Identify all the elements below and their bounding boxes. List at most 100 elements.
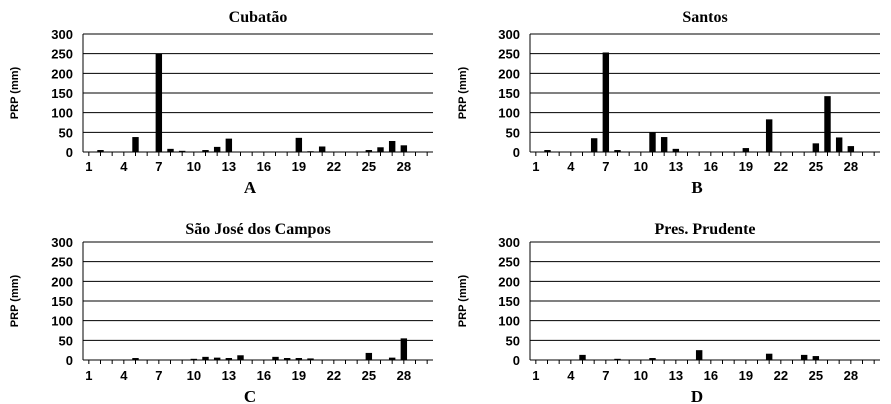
y-tick-label: 0 <box>513 353 520 368</box>
x-tick-label: 28 <box>397 368 411 383</box>
x-tick-label: 7 <box>602 368 609 383</box>
bar-day-14 <box>237 355 244 360</box>
bar-day-13 <box>672 148 680 152</box>
x-tick-label: 10 <box>187 368 201 383</box>
y-tick-label: 50 <box>59 125 73 140</box>
x-tick-label: 22 <box>774 159 788 174</box>
bar-day-11 <box>649 132 656 152</box>
bar-day-20 <box>307 358 314 360</box>
bar-day-6 <box>590 138 598 152</box>
x-tick-label: 16 <box>704 159 718 174</box>
x-tick-label: 16 <box>257 159 271 174</box>
bar-day-7 <box>602 52 610 153</box>
x-tick-label: 13 <box>669 159 683 174</box>
bar-day-10 <box>190 358 198 360</box>
chart-panel-c: São José dos Campos 0 50 100 150 200 250 300 PRP… <box>9 221 433 404</box>
y-tick-label: 200 <box>51 66 73 81</box>
y-tick-label: 150 <box>51 86 73 101</box>
bar-day-21 <box>318 146 326 152</box>
y-tick-label: 0 <box>513 145 520 160</box>
y-tick-label: 300 <box>498 235 520 250</box>
bar-day-19 <box>742 148 750 152</box>
x-tick-label: 22 <box>327 368 341 383</box>
bar-day-11 <box>649 358 656 360</box>
bar-day-19 <box>295 358 303 360</box>
y-tick-label: 150 <box>51 294 73 309</box>
bar-day-28 <box>847 146 855 152</box>
y-tick-label: 200 <box>51 274 73 289</box>
bar-day-26 <box>824 96 831 152</box>
bar-day-13 <box>225 138 233 152</box>
y-tick-label: 300 <box>51 27 73 42</box>
x-tick-label: 4 <box>120 368 128 383</box>
x-tick-label: 25 <box>809 368 823 383</box>
bar-day-28 <box>400 338 408 360</box>
x-tick-label: 1 <box>85 368 92 383</box>
y-tick-label: 100 <box>51 314 73 329</box>
y-tick-label: 250 <box>51 47 73 62</box>
x-tick-label: 7 <box>155 159 162 174</box>
panel-letter: D <box>691 387 703 404</box>
chart-title: São José dos Campos <box>185 221 330 238</box>
bar-day-2 <box>97 150 104 152</box>
y-tick-label: 100 <box>51 106 73 121</box>
x-tick-label: 10 <box>634 368 648 383</box>
x-tick-label: 28 <box>397 159 411 174</box>
bar-day-24 <box>800 354 808 360</box>
chart-title: Santos <box>682 9 727 26</box>
bar-day-21 <box>765 119 773 152</box>
bar-day-17 <box>272 356 279 360</box>
x-tick-label: 10 <box>187 159 201 174</box>
bar-day-18 <box>283 358 291 360</box>
x-tick-label: 7 <box>155 368 162 383</box>
x-tick-label: 25 <box>809 159 823 174</box>
x-tick-label: 10 <box>634 159 648 174</box>
bar-day-9 <box>178 150 186 152</box>
x-tick-label: 4 <box>120 159 128 174</box>
bar-day-19 <box>295 137 303 152</box>
bar-day-25 <box>812 356 820 360</box>
bar-day-12 <box>213 357 221 360</box>
bar-day-25 <box>365 352 373 360</box>
y-axis-label: PRP (mm) <box>457 274 469 327</box>
x-tick-label: 19 <box>739 159 753 174</box>
bar-day-27 <box>388 357 396 360</box>
x-tick-label: 16 <box>257 368 271 383</box>
bar-day-8 <box>614 358 621 360</box>
bar-day-25 <box>812 143 820 152</box>
y-tick-label: 250 <box>51 255 73 270</box>
y-axis-label: PRP (mm) <box>9 274 21 327</box>
bar-day-8 <box>167 148 174 152</box>
bar-day-27 <box>835 137 843 152</box>
panel-letter: A <box>244 178 257 197</box>
bar-day-15 <box>695 350 703 360</box>
y-tick-label: 50 <box>59 333 73 348</box>
bar-day-20 <box>307 151 314 152</box>
y-tick-label: 250 <box>498 47 520 62</box>
y-tick-label: 300 <box>498 27 520 42</box>
bar-day-11 <box>202 150 209 152</box>
x-tick-label: 22 <box>327 159 341 174</box>
y-tick-label: 150 <box>498 294 520 309</box>
x-tick-label: 13 <box>222 159 236 174</box>
x-tick-label: 22 <box>774 368 788 383</box>
x-tick-label: 7 <box>602 159 609 174</box>
bar-day-12 <box>660 137 668 152</box>
y-tick-label: 50 <box>506 125 520 140</box>
y-tick-label: 200 <box>498 66 520 81</box>
y-tick-label: 300 <box>51 235 73 250</box>
chart-panel-b: Santos 0 50 100 150 200 250 300 PRP (mm) 1 4 7 10 13 1… <box>457 9 880 197</box>
x-tick-label: 19 <box>739 368 753 383</box>
x-tick-label: 16 <box>704 368 718 383</box>
y-tick-label: 100 <box>498 106 520 121</box>
y-tick-label: 0 <box>66 353 73 368</box>
y-tick-label: 200 <box>498 274 520 289</box>
x-tick-label: 4 <box>567 159 575 174</box>
chart-panel-d: Pres. Prudente 0 50 100 150 200 250 300 PRP (mm)… <box>457 221 880 404</box>
bar-day-12 <box>213 146 221 152</box>
bar-day-25 <box>365 150 373 152</box>
bar-day-7 <box>155 53 163 152</box>
x-tick-label: 1 <box>532 368 539 383</box>
y-tick-label: 100 <box>498 314 520 329</box>
y-axis-label: PRP (mm) <box>457 66 469 119</box>
